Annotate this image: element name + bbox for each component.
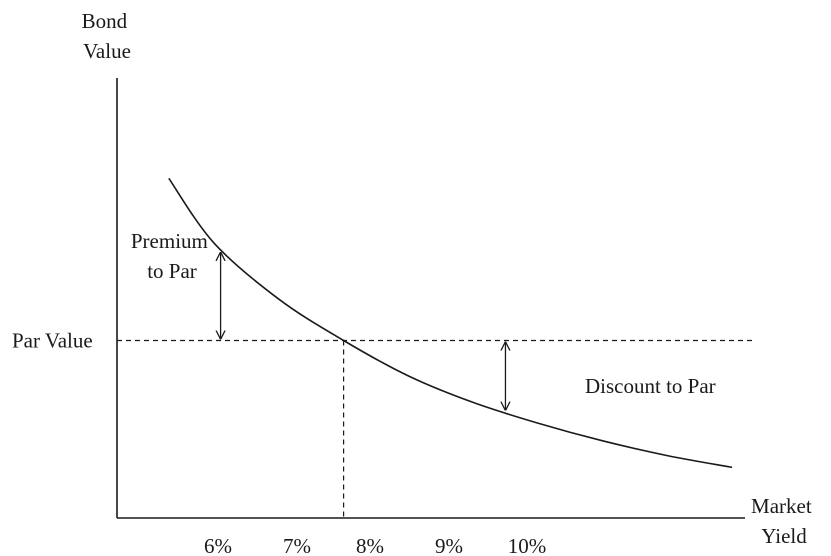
premium-label: Premium to Par: [131, 229, 213, 283]
price-yield-curve: [168, 177, 733, 469]
x-tick-label: 9%: [435, 534, 463, 556]
x-tick-label: 7%: [283, 534, 311, 556]
x-axis-label-line-2: Yield: [761, 524, 807, 548]
premium-label-line-1: Premium: [131, 229, 208, 253]
y-axis-label: Bond Value: [82, 9, 133, 63]
x-tick-labels: 6% 7% 8% 9% 10%: [204, 534, 546, 556]
discount-label: Discount to Par: [585, 374, 716, 398]
y-axis-label-line-2: Value: [83, 39, 131, 63]
premium-label-line-2: to Par: [147, 259, 197, 283]
y-axis-label-line-1: Bond: [82, 9, 128, 33]
x-axis-label: Market Yield: [751, 494, 817, 548]
x-tick-label: 8%: [356, 534, 384, 556]
x-tick-label: 10%: [508, 534, 547, 556]
x-axis-label-line-1: Market: [751, 494, 812, 518]
x-tick-label: 6%: [204, 534, 232, 556]
par-value-label: Par Value: [12, 329, 93, 353]
